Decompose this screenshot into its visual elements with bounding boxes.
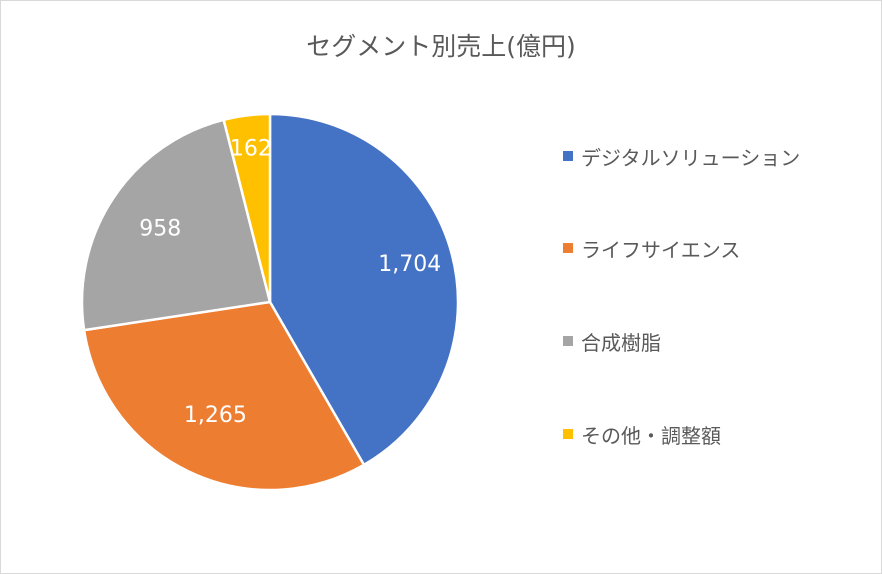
data-label-synthetic-resin: 958 [139, 217, 181, 242]
legend-swatch [563, 336, 573, 346]
legend-item-other-adjustments: その他・調整額 [563, 419, 721, 449]
legend-item-digital-solution: デジタルソリューション [563, 141, 800, 171]
legend-label: 合成樹脂 [581, 330, 661, 355]
legend-label: その他・調整額 [581, 423, 721, 448]
pie-slice-other-adjustments [222, 112, 272, 304]
data-label-life-science: 1,265 [184, 403, 247, 428]
chart-title: セグメント別売上(億円) [306, 32, 576, 61]
legend-label: デジタルソリューション [581, 145, 801, 170]
legend-item-synthetic-resin: 合成樹脂 [563, 326, 661, 356]
pie-slice-digital-solution [268, 112, 460, 467]
legend-label: ライフサイエンス [581, 237, 741, 262]
legend-swatch [563, 243, 573, 253]
legend-swatch [563, 151, 573, 161]
data-label-digital-solution: 1,704 [378, 252, 441, 277]
legend-swatch [563, 429, 573, 439]
legend-item-life-science: ライフサイエンス [563, 233, 740, 263]
pie-slice-synthetic-resin [80, 118, 272, 332]
pie-slice-life-science [82, 300, 366, 492]
data-label-other-adjustments: 162 [230, 137, 272, 162]
